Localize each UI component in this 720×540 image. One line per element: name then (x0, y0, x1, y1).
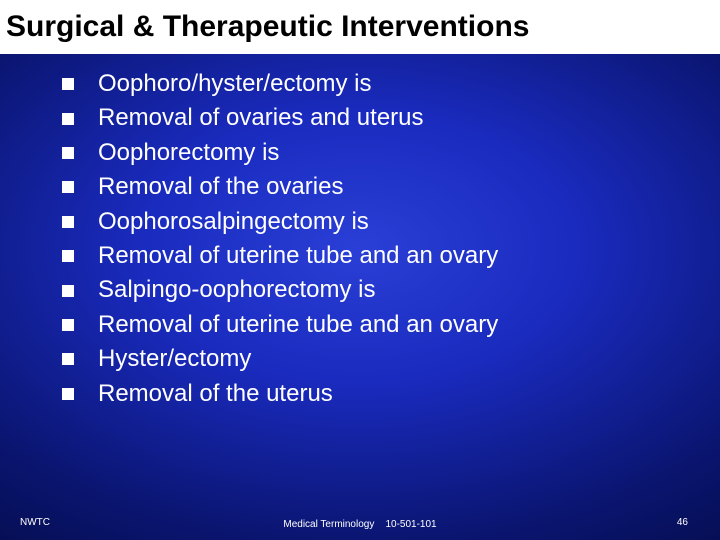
square-bullet-icon (62, 353, 74, 365)
bullet-text: Removal of ovaries and uterus (98, 102, 424, 134)
bullet-text: Removal of uterine tube and an ovary (98, 309, 498, 341)
square-bullet-icon (62, 113, 74, 125)
square-bullet-icon (62, 250, 74, 262)
list-item: Removal of ovaries and uterus (10, 102, 710, 134)
footer-page-number: 46 (677, 517, 688, 528)
slide: Surgical & Therapeutic Interventions Oop… (0, 0, 720, 540)
square-bullet-icon (62, 388, 74, 400)
list-item: Oophorosalpingectomy is (10, 206, 710, 238)
bullet-text: Salpingo-oophorectomy is (98, 274, 376, 306)
list-item: Hyster/ectomy (10, 343, 710, 375)
bullet-text: Oophorectomy is (98, 137, 279, 169)
footer-left: NWTC (20, 517, 50, 528)
square-bullet-icon (62, 285, 74, 297)
footer-center-b: 10-501-101 (385, 519, 436, 530)
square-bullet-icon (62, 181, 74, 193)
bullet-text: Removal of the uterus (98, 378, 333, 410)
list-item: Removal of the ovaries (10, 171, 710, 203)
list-item: Oophoro/hyster/ectomy is (10, 68, 710, 100)
footer-center: Medical Terminology 10-501-101 (283, 519, 436, 530)
bullet-text: Oophoro/hyster/ectomy is (98, 68, 371, 100)
bullet-text: Removal of uterine tube and an ovary (98, 240, 498, 272)
square-bullet-icon (62, 319, 74, 331)
list-item: Oophorectomy is (10, 137, 710, 169)
bullet-text: Hyster/ectomy (98, 343, 251, 375)
list-item: Removal of uterine tube and an ovary (10, 309, 710, 341)
square-bullet-icon (62, 78, 74, 90)
square-bullet-icon (62, 147, 74, 159)
slide-title: Surgical & Therapeutic Interventions (0, 0, 720, 54)
list-item: Removal of the uterus (10, 378, 710, 410)
slide-body: Oophoro/hyster/ectomy is Removal of ovar… (0, 54, 720, 540)
footer-center-a: Medical Terminology (283, 519, 374, 530)
list-item: Salpingo-oophorectomy is (10, 274, 710, 306)
bullet-list: Oophoro/hyster/ectomy is Removal of ovar… (10, 68, 710, 412)
square-bullet-icon (62, 216, 74, 228)
bullet-text: Oophorosalpingectomy is (98, 206, 369, 238)
list-item: Removal of uterine tube and an ovary (10, 240, 710, 272)
slide-footer: NWTC Medical Terminology 10-501-101 46 (10, 517, 710, 532)
bullet-text: Removal of the ovaries (98, 171, 343, 203)
